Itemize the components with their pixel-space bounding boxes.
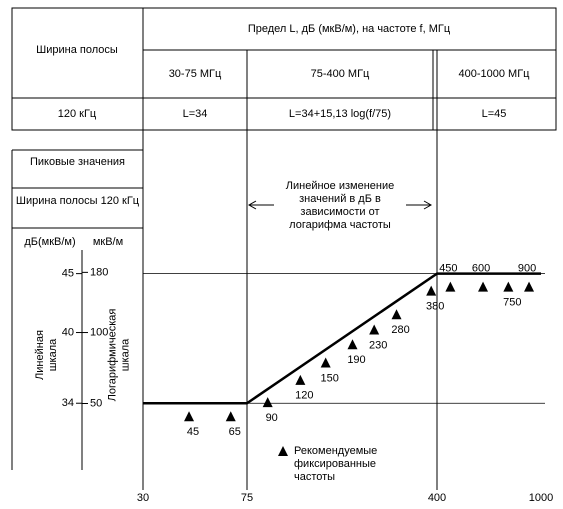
marker-label: 380	[426, 300, 444, 312]
x-tick-label: 75	[241, 492, 253, 504]
y-tick-label: 34	[62, 397, 74, 409]
y-scale-note: Линейная шкала	[34, 330, 59, 380]
corner-header: Ширина полосы	[36, 44, 118, 56]
limit-line	[143, 272, 541, 405]
annotation: Линейное изменение значений в дБ в завис…	[285, 180, 395, 231]
marker-label: 90	[266, 412, 278, 424]
marker-label: 750	[503, 297, 521, 309]
y2-scale-note: Логарифмическая шкала	[106, 308, 132, 402]
x-tick-label: 400	[428, 492, 446, 504]
column-header: 30-75 МГц	[169, 68, 222, 80]
legend-marker	[278, 446, 288, 456]
marker-label: 280	[391, 324, 409, 336]
x-tick-label: 30	[137, 492, 149, 504]
marker-label: 900	[518, 263, 536, 275]
frequency-marker	[347, 339, 358, 350]
frequency-marker	[478, 281, 489, 292]
bandwidth-label: Ширина полосы 120 кГц	[15, 195, 140, 207]
y2-tick-label: 50	[90, 397, 102, 409]
column-header: 400-1000 МГц	[459, 68, 531, 80]
frequency-marker	[295, 374, 306, 385]
y2-axis-label: мкВ/м	[93, 236, 123, 248]
y-axis-label: дБ(мкВ/м)	[24, 236, 75, 248]
y2-tick-label: 100	[90, 326, 108, 338]
frequency-marker	[225, 411, 236, 422]
marker-label: 450	[439, 263, 457, 275]
x-tick-label: 1000	[529, 492, 553, 504]
legend-label: Рекомендуемые фиксированные частоты	[294, 445, 378, 483]
marker-label: 65	[229, 426, 241, 438]
table-cell: L=45	[482, 108, 507, 120]
limit-header: Предел L, дБ (мкВ/м), на частоте f, МГц	[248, 23, 451, 35]
frequency-marker	[391, 309, 402, 320]
marker-label: 45	[187, 426, 199, 438]
marker-label: 120	[295, 390, 313, 402]
frequency-marker	[445, 281, 456, 292]
y2-tick-label: 180	[90, 266, 108, 278]
table-cell: L=34	[183, 108, 208, 120]
y-tick-label: 40	[62, 326, 74, 338]
frequency-marker	[426, 285, 437, 296]
frequency-marker	[262, 397, 273, 408]
marker-label: 230	[369, 339, 387, 351]
marker-label: 600	[472, 263, 490, 275]
table-cell: 120 кГц	[58, 108, 97, 120]
column-header: 75-400 МГц	[311, 68, 370, 80]
annotation-arrow	[247, 200, 433, 210]
frequency-marker	[503, 281, 514, 292]
frequency-marker	[369, 324, 380, 335]
detector-label: Пиковые значения	[29, 156, 126, 168]
marker-label: 190	[347, 354, 365, 366]
frequency-marker	[524, 281, 535, 292]
y-tick-label: 45	[62, 268, 74, 280]
frequency-marker	[184, 411, 195, 422]
table-lines	[11, 7, 557, 490]
marker-label: 150	[320, 372, 338, 384]
table-cell: L=34+15,13 log(f/75)	[289, 108, 391, 120]
frequency-marker	[320, 357, 331, 368]
